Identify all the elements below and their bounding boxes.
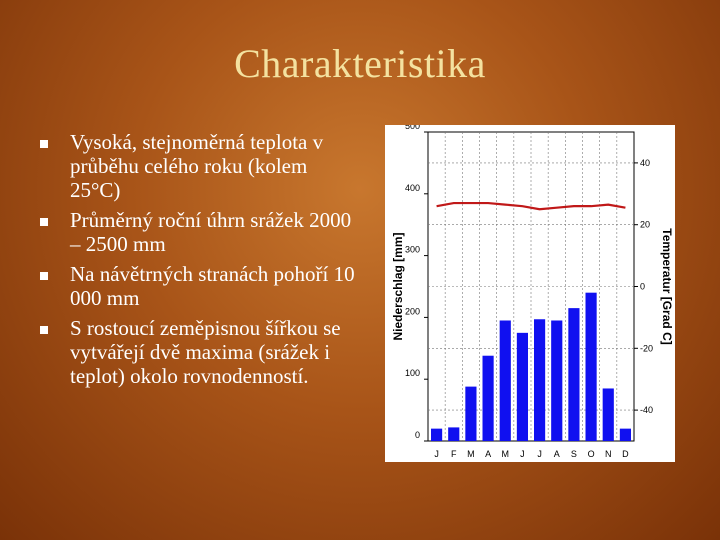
precipitation-bar: [619, 428, 631, 441]
precipitation-bar: [448, 427, 460, 441]
x-tick-label: M: [502, 449, 510, 459]
precipitation-bar: [568, 308, 580, 441]
bullet-text: Vysoká, stejnoměrná teplota v průběhu ce…: [70, 130, 324, 202]
y-tick-label-left: 500: [405, 125, 420, 131]
precipitation-bar: [602, 388, 614, 441]
y-axis-title-left: Niederschlag [mm]: [391, 232, 405, 340]
precipitation-bar: [431, 428, 443, 441]
square-bullet-icon: [40, 272, 48, 280]
square-bullet-icon: [40, 140, 48, 148]
y-tick-label-right: -20: [640, 343, 653, 353]
y-tick-label-left: 200: [405, 306, 420, 316]
bullet-item: Na návětrných stranách pohoří 10 000 mm: [40, 262, 360, 310]
bullet-item: Vysoká, stejnoměrná teplota v průběhu ce…: [40, 130, 360, 202]
precipitation-bar: [499, 320, 511, 441]
y-tick-label-left: 100: [405, 368, 420, 378]
square-bullet-icon: [40, 218, 48, 226]
square-bullet-icon: [40, 326, 48, 334]
x-tick-label: J: [520, 449, 525, 459]
bullet-list: Vysoká, stejnoměrná teplota v průběhu ce…: [40, 130, 360, 394]
x-tick-label: F: [451, 449, 457, 459]
slide-title: Charakteristika: [234, 41, 486, 86]
y-tick-label-right: -40: [640, 405, 653, 415]
y-tick-label-right: 0: [640, 282, 645, 292]
y-tick-label-left: 300: [405, 245, 420, 255]
precipitation-bar: [516, 332, 528, 441]
bullet-item: Průměrný roční úhrn srážek 2000 – 2500 m…: [40, 208, 360, 256]
y-tick-label-right: 20: [640, 220, 650, 230]
y-axis-title-right: Temperatur [Grad C]: [660, 228, 674, 344]
precipitation-bar: [482, 355, 494, 441]
precipitation-bar: [585, 292, 597, 441]
y-tick-label-right: 40: [640, 158, 650, 168]
x-tick-label: O: [588, 449, 595, 459]
precipitation-bar: [534, 319, 546, 441]
x-tick-label: S: [571, 449, 577, 459]
x-tick-label: J: [434, 449, 439, 459]
x-tick-label: A: [485, 449, 491, 459]
x-tick-label: A: [554, 449, 560, 459]
precipitation-bar: [551, 320, 563, 441]
temperature-line: [436, 201, 626, 211]
y-tick-label-left: 400: [405, 183, 420, 193]
x-tick-label: N: [605, 449, 612, 459]
precipitation-bar: [465, 386, 477, 441]
bullet-text: S rostoucí zeměpisnou šířkou se vytvářej…: [70, 316, 341, 388]
bullet-text: Průměrný roční úhrn srážek 2000 – 2500 m…: [70, 208, 352, 256]
x-tick-label: D: [622, 449, 629, 459]
bullet-text: Na návětrných stranách pohoří 10 000 mm: [70, 262, 355, 310]
y-tick-label-left: 0: [415, 430, 420, 440]
bullet-item: S rostoucí zeměpisnou šířkou se vytvářej…: [40, 316, 360, 388]
climate-chart: 0 100 200 300 400 500 -40 -20 0 20 40 J F M A M J J A S O N D N…: [385, 125, 675, 462]
x-tick-label: M: [467, 449, 475, 459]
x-tick-label: J: [537, 449, 542, 459]
